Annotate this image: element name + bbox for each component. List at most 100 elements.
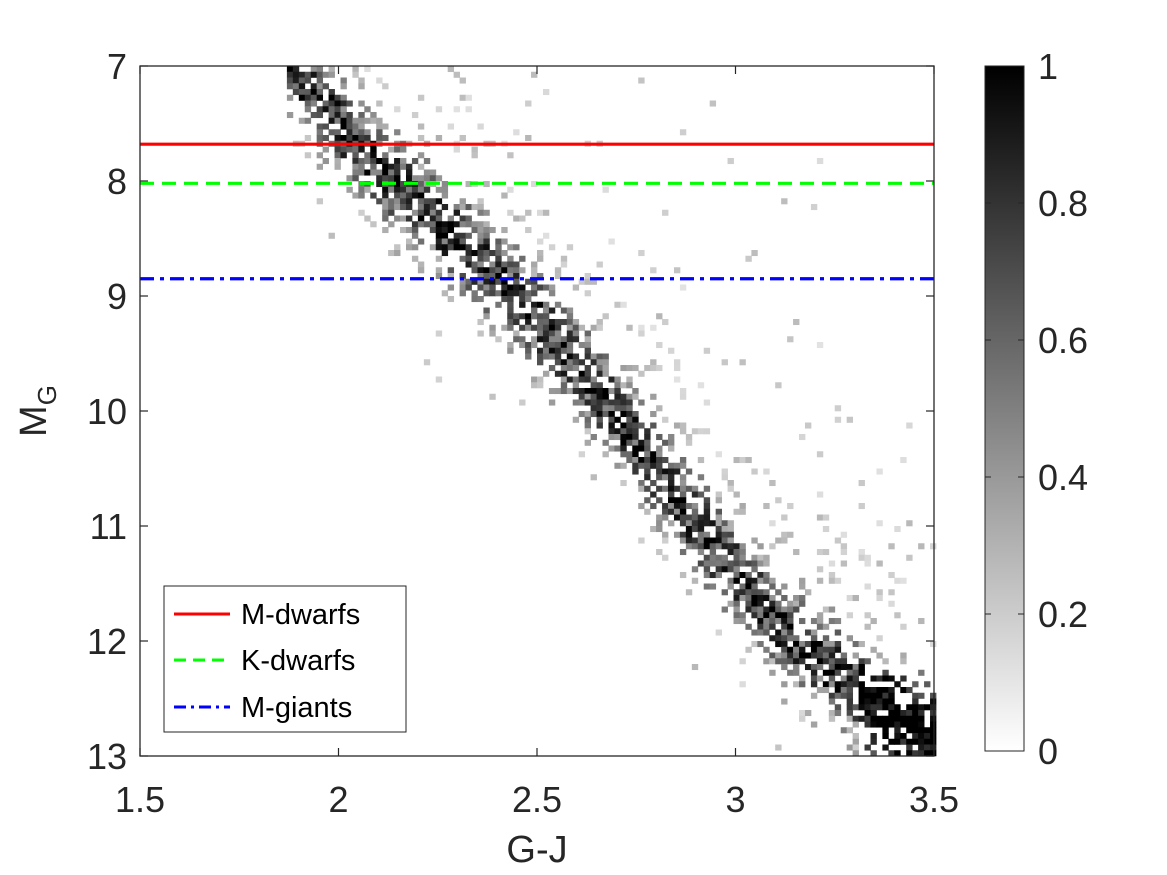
heatmap-cell [840,687,848,694]
heatmap-cell [930,692,937,699]
heatmap-cell [453,106,460,113]
heatmap-cell [560,342,568,349]
heatmap-cell [620,445,627,452]
heatmap-cell [715,526,723,533]
heatmap-cell [876,687,883,694]
heatmap-cell [662,503,669,510]
heatmap-cell [930,543,937,550]
heatmap-cell [590,393,597,400]
heatmap-cell [489,278,496,285]
heatmap-cell [626,365,633,372]
heatmap-cell [584,336,591,343]
heatmap-cell [662,474,669,481]
heatmap-cell [745,560,752,567]
heatmap-cell [745,583,752,590]
heatmap-cell [799,618,806,625]
heatmap-cell [810,204,818,211]
heatmap-cell [596,319,603,326]
heatmap-cell [554,359,562,366]
heatmap-cell [739,618,746,625]
heatmap-cell [441,232,449,239]
heatmap-cell [685,485,693,492]
heatmap-cell [334,106,341,113]
heatmap-cell [781,681,788,688]
heatmap-cell [644,451,651,458]
heatmap-cell [721,554,728,561]
heatmap-cell [572,319,580,326]
heatmap-cell [679,422,687,429]
heatmap-cell [489,261,496,268]
heatmap-cell [352,135,359,142]
heatmap-cell [346,117,353,124]
heatmap-cell [685,520,693,527]
heatmap-cell [495,255,502,262]
heatmap-cell [519,313,526,320]
heatmap-cell [757,589,764,596]
heatmap-cell [721,537,728,544]
heatmap-cell [608,405,615,412]
heatmap-cell [405,198,413,205]
heatmap-cell [864,698,871,705]
heatmap-cell [721,589,728,596]
heatmap-cell [328,94,335,101]
heatmap-cell [483,313,490,320]
heatmap-cell [709,554,717,561]
heatmap-cell [876,721,883,728]
heatmap-cell [572,365,580,372]
heatmap-cell [918,715,925,722]
heatmap-cell [852,733,859,740]
heatmap-cell [525,296,532,303]
heatmap-cell [751,629,758,636]
heatmap-cell [840,692,848,699]
heatmap-cell [405,163,413,170]
heatmap-cell [799,646,806,653]
heatmap-cell [822,687,830,694]
heatmap-cell [584,376,591,383]
heatmap-cell [286,94,294,101]
heatmap-cell [638,250,645,257]
heatmap-cell [322,123,329,130]
heatmap-cell [912,733,919,740]
heatmap-cell [602,399,609,406]
heatmap-cell [679,388,687,395]
heatmap-cell [775,606,782,613]
heatmap-cell [316,66,324,73]
heatmap-cell [691,503,699,510]
heatmap-cell [697,428,705,435]
heatmap-cell [483,290,490,297]
heatmap-cell [834,577,842,584]
heatmap-cell [679,462,687,469]
heatmap-cell [864,715,871,722]
heatmap-cell [858,554,865,561]
heatmap-cell [781,612,788,619]
heatmap-cell [507,209,514,216]
heatmap-cell [400,204,407,211]
heatmap-cell [775,641,782,648]
heatmap-cell [816,549,824,556]
heatmap-cell [745,595,752,602]
heatmap-cell [560,370,568,377]
heatmap-cell [810,641,818,648]
heatmap-cell [876,635,883,642]
heatmap-cell [828,664,836,671]
heatmap-cell [489,330,496,337]
heatmap-cell [787,612,794,619]
heatmap-cell [483,181,490,188]
heatmap-cell [650,267,657,274]
heatmap-cell [501,290,508,297]
heatmap-cell [668,503,675,510]
heatmap-cell [918,733,925,740]
heatmap-cell [930,710,937,717]
heatmap-cell [394,158,401,165]
heatmap-cell [566,336,574,343]
heatmap-cell [691,428,699,435]
heatmap-cell [697,543,705,550]
heatmap-cell [733,457,740,464]
heatmap-cell [531,382,538,389]
heatmap-cell [679,474,687,481]
heatmap-cell [894,715,901,722]
heatmap-cell [834,629,842,636]
heatmap-cell [781,618,788,625]
heatmap-cell [632,451,639,458]
heatmap-cell [560,336,568,343]
